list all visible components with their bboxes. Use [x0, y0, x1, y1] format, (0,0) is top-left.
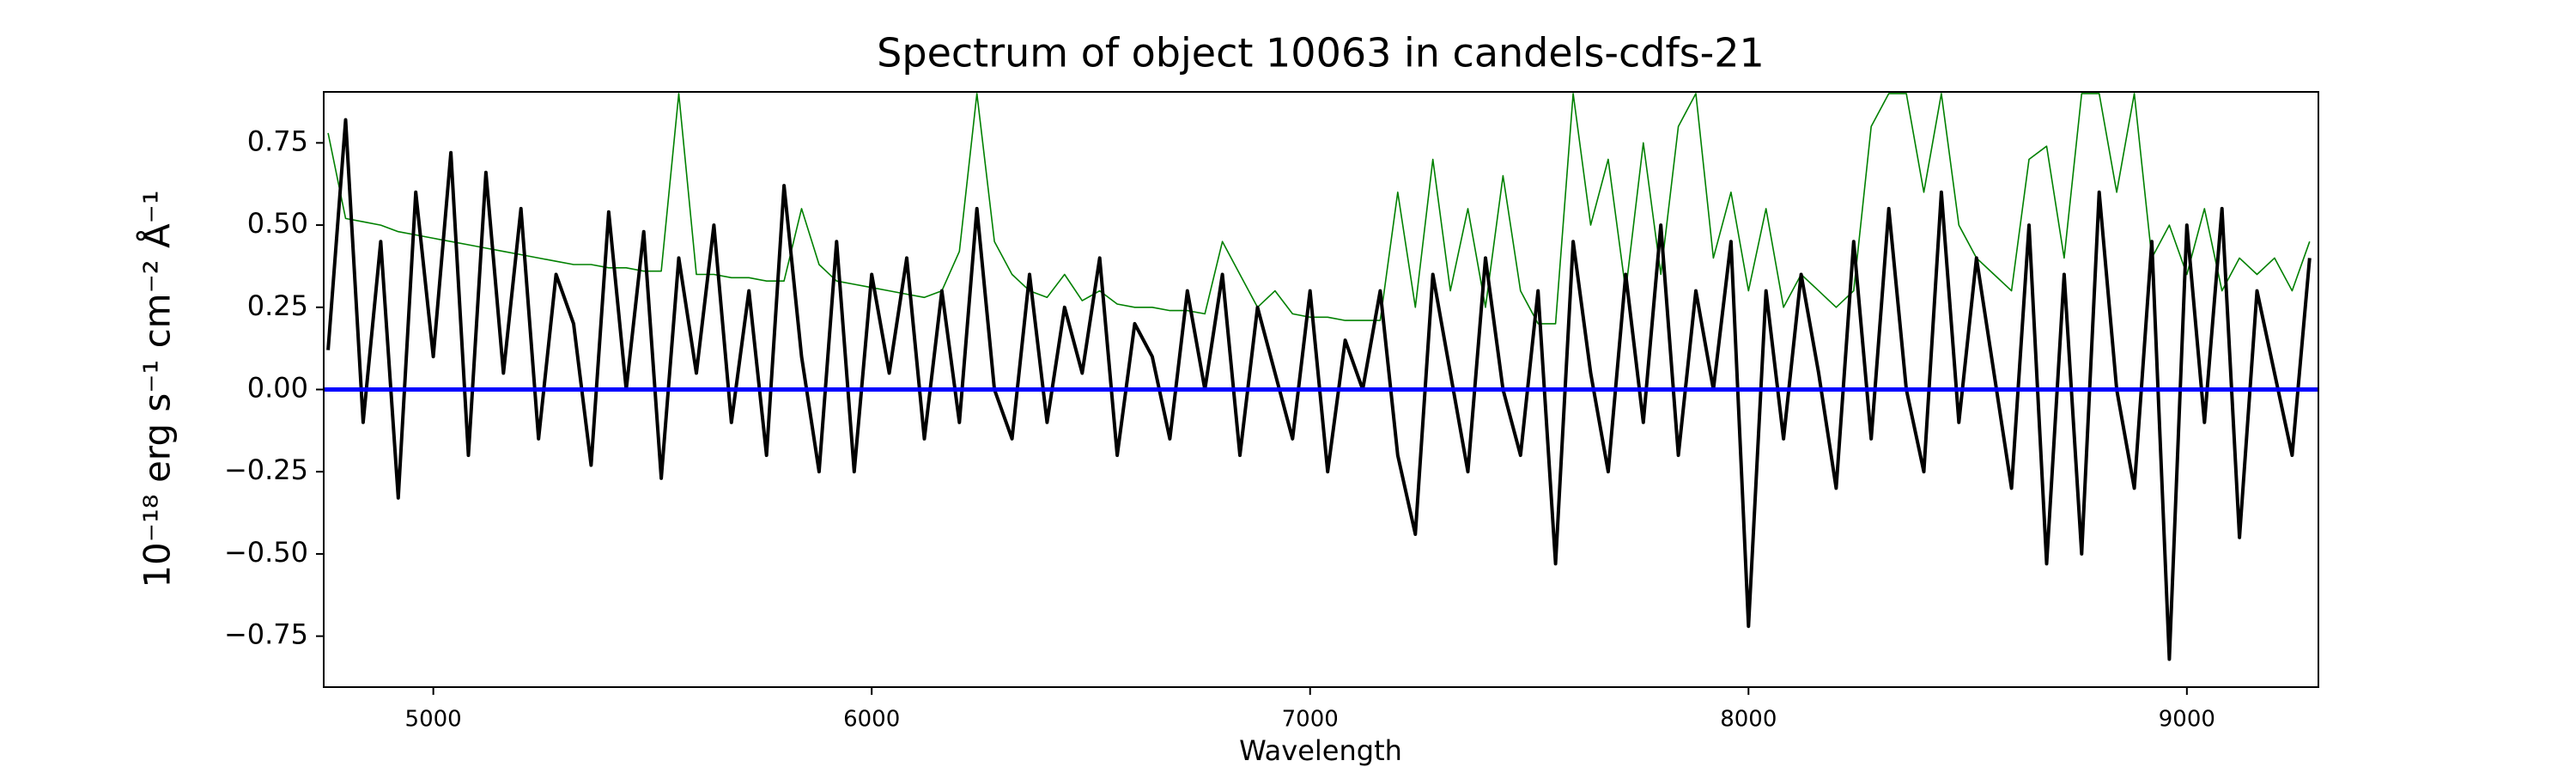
spectrum-line: [326, 118, 2312, 661]
y-axis-label: 10⁻¹⁸ erg s⁻¹ cm⁻² Å⁻¹: [136, 190, 179, 587]
chart-title: Spectrum of object 10063 in candels-cdfs…: [877, 30, 1765, 76]
spectrum-line: [327, 93, 2311, 325]
y-tick-label: −0.50: [224, 536, 308, 569]
x-tick-label: 5000: [405, 707, 462, 733]
plot-area: [324, 93, 2318, 661]
y-tick-label: −0.75: [224, 618, 308, 651]
y-tick-label: 0.25: [247, 289, 308, 322]
y-tick-label: 0.75: [247, 125, 308, 157]
y-tick-label: −0.25: [224, 453, 308, 486]
x-tick-label: 6000: [843, 707, 900, 733]
y-tick-label: 0.00: [247, 372, 308, 405]
y-tick-label: 0.50: [247, 207, 308, 240]
x-tick-label: 9000: [2159, 707, 2215, 733]
x-tick-label: 7000: [1282, 707, 1339, 733]
x-axis-label: Wavelength: [1239, 734, 1402, 767]
x-tick-label: 8000: [1720, 707, 1777, 733]
